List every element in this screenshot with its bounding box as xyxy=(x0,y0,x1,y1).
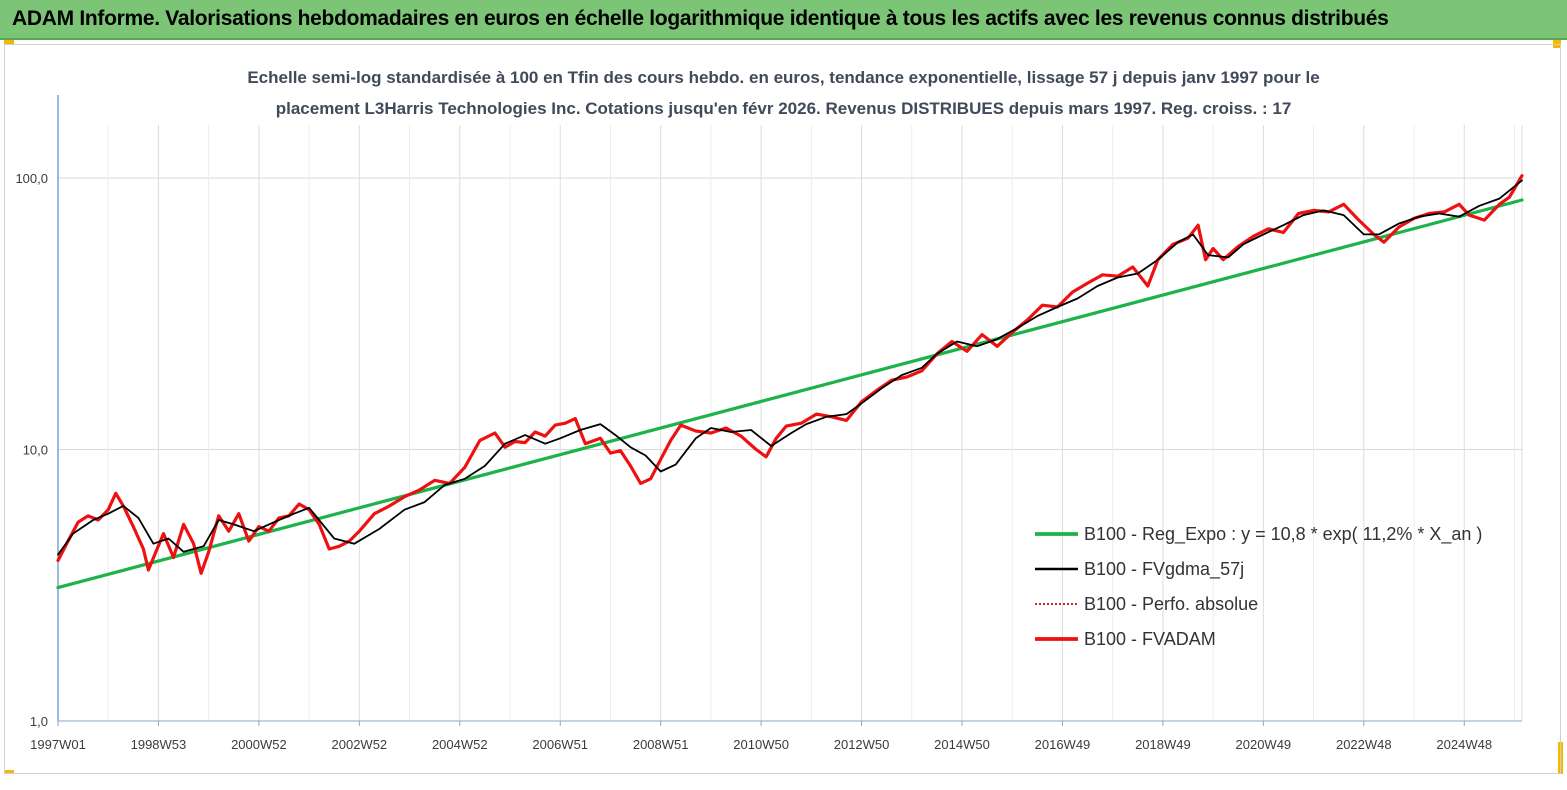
corner-marker-top-left xyxy=(4,40,14,45)
x-tick-label: 2008W51 xyxy=(633,737,689,752)
y-tick-label: 100,0 xyxy=(15,171,48,186)
legend-label-3: B100 - FVADAM xyxy=(1084,629,1216,649)
x-tick-label: 2006W51 xyxy=(532,737,588,752)
chart-title-line-2: placement L3Harris Technologies Inc. Cot… xyxy=(275,99,1292,118)
series-lines xyxy=(56,174,1524,590)
grid-lines xyxy=(57,125,1523,722)
report-header: ADAM Informe. Valorisations hebdomadaire… xyxy=(0,0,1567,40)
legend-label-2: B100 - Perfo. absolue xyxy=(1084,594,1258,614)
x-tick-label: 1997W01 xyxy=(30,737,86,752)
x-tick-label: 2024W48 xyxy=(1436,737,1492,752)
y-tick-label: 1,0 xyxy=(30,714,48,729)
x-tick-label: 2012W50 xyxy=(834,737,890,752)
x-tick-label: 2016W49 xyxy=(1035,737,1091,752)
x-tick-label: 2018W49 xyxy=(1135,737,1191,752)
x-tick-label: 1998W53 xyxy=(131,737,187,752)
report-title: ADAM Informe. Valorisations hebdomadaire… xyxy=(12,7,1389,30)
series-line-0 xyxy=(56,198,1524,590)
legend-label-0: B100 - Reg_Expo : y = 10,8 * exp( 11,2% … xyxy=(1084,524,1482,545)
x-tick-label: 2002W52 xyxy=(332,737,388,752)
x-tick-label: 2010W50 xyxy=(733,737,789,752)
x-tick-label: 2000W52 xyxy=(231,737,287,752)
series-line-3 xyxy=(56,174,1524,575)
series-line-1 xyxy=(57,179,1523,556)
x-tick-label: 2022W48 xyxy=(1336,737,1392,752)
x-tick-label: 2020W49 xyxy=(1236,737,1292,752)
x-tick-label: 2014W50 xyxy=(934,737,990,752)
corner-marker-bottom-left xyxy=(4,770,14,774)
legend: B100 - Reg_Expo : y = 10,8 * exp( 11,2% … xyxy=(1035,524,1482,649)
axes: 1,0 10,0 100,0 1997W01 1998W53 2000W52 2002W52… xyxy=(15,95,1522,752)
y-tick-label: 10,0 xyxy=(23,443,48,458)
chart-title-line-1: Echelle semi-log standardisée à 100 en T… xyxy=(247,68,1320,87)
x-tick-label: 2004W52 xyxy=(432,737,488,752)
legend-label-1: B100 - FVgdma_57j xyxy=(1084,559,1244,580)
chart-frame xyxy=(4,44,1561,774)
